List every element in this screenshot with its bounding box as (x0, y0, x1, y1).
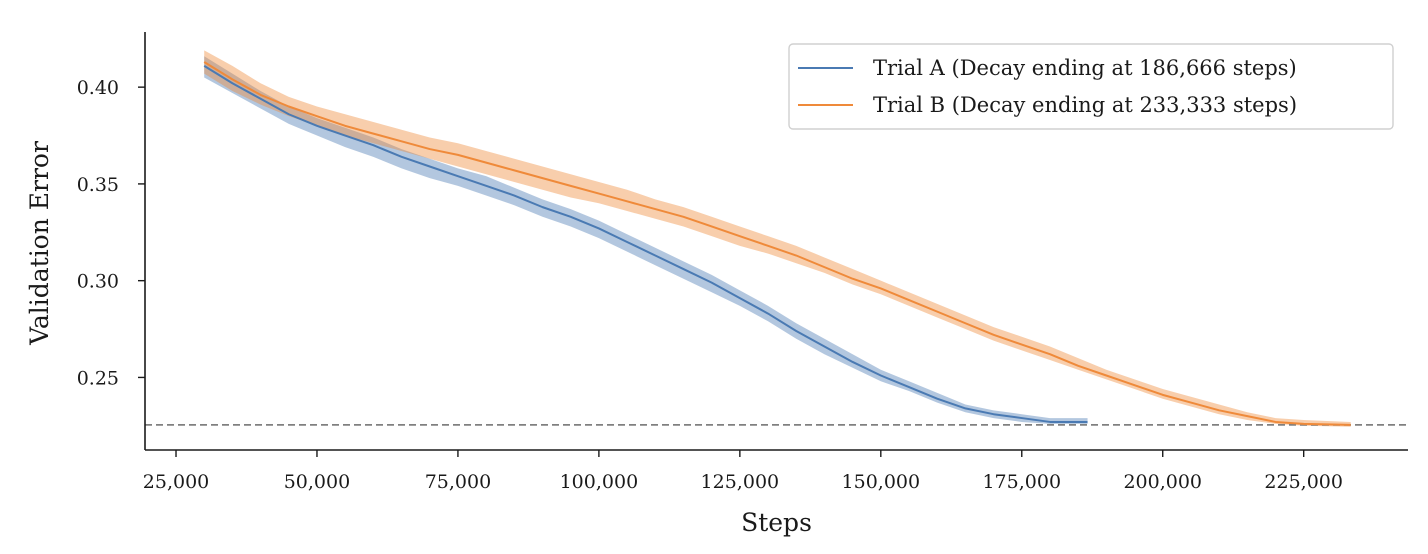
x-tick-label: 25,000 (143, 471, 209, 493)
y-tick-label: 0.25 (77, 367, 119, 389)
y-tick-label: 0.40 (77, 77, 119, 99)
legend-label-trial-a: Trial A (Decay ending at 186,666 steps) (873, 56, 1297, 80)
x-tick-label: 100,000 (560, 471, 639, 493)
line-trial-b (203, 61, 1351, 426)
series-lines (203, 61, 1351, 426)
x-tick-label: 125,000 (701, 471, 780, 493)
y-tick-label: 0.35 (77, 174, 119, 196)
x-axis-title: Steps (741, 508, 812, 537)
y-tick-label: 0.30 (77, 271, 119, 293)
x-tick-label: 200,000 (1123, 471, 1202, 493)
legend-label-trial-b: Trial B (Decay ending at 233,333 steps) (873, 93, 1297, 117)
line-trial-a (203, 65, 1088, 423)
x-tick-label: 175,000 (982, 471, 1061, 493)
x-tick-label: 150,000 (842, 471, 921, 493)
x-tick-label: 75,000 (425, 471, 491, 493)
y-axis-title: Validation Error (25, 141, 54, 346)
legend-box (788, 43, 1394, 130)
x-tick-label: 225,000 (1264, 471, 1343, 493)
x-tick-label: 50,000 (284, 471, 350, 493)
y-ticks: 0.25 0.30 0.35 0.40 (77, 77, 145, 389)
x-ticks: 25,000 50,000 75,000 100,000 125,000 150,000 1… (143, 450, 1343, 493)
axes: 25,000 50,000 75,000 100,000 125,000 150,000 1… (77, 32, 1408, 493)
legend: Trial A (Decay ending at 186,666 steps) … (788, 43, 1394, 130)
